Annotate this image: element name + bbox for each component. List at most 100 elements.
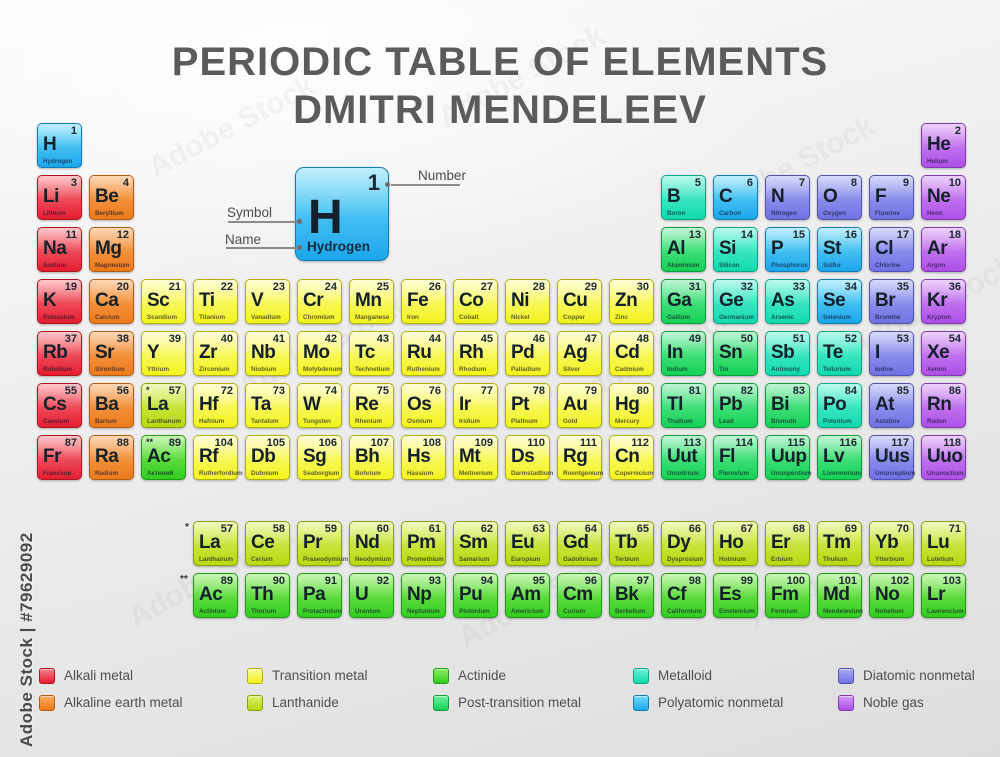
element-name: Cobalt [459, 314, 479, 321]
element-name: Plutonium [459, 608, 490, 615]
element-name: Lutetium [927, 556, 954, 563]
element-atomic-number: 16 [844, 229, 857, 241]
element-tile-pt-78: 78 Pt Platinum [505, 383, 550, 428]
element-tile-no-102-fblock: 102 No Nobelium [869, 573, 914, 618]
callout-line-name [226, 247, 299, 249]
element-name: Tin [719, 366, 729, 373]
element-symbol: H [43, 134, 57, 155]
element-name: Holmium [719, 556, 746, 563]
element-tile-n-7: 7 N Nitrogen [765, 175, 810, 220]
element-name: Rhenium [355, 418, 382, 425]
element-symbol: Rn [927, 394, 952, 415]
element-tile-pu-94-fblock: 94 Pu Plutonium [453, 573, 498, 618]
element-name: Chromium [303, 314, 335, 321]
legend-item-actinide: Actinide [433, 668, 506, 684]
element-atomic-number: 26 [428, 281, 441, 293]
element-name: Californium [667, 608, 702, 615]
element-atomic-number: 14 [740, 229, 753, 241]
element-symbol: Fe [407, 290, 429, 311]
element-tile-p-15: 15 P Phosphorus [765, 227, 810, 272]
element-name: Fluorine [875, 210, 900, 217]
element-symbol: Sm [459, 532, 488, 553]
element-tile-fl-114: 114 Fl Flerovium [713, 435, 758, 480]
element-symbol: Sc [147, 290, 170, 311]
element-symbol: Fl [719, 446, 735, 467]
element-tile-pa-91-fblock: 91 Pa Protactinium [297, 573, 342, 618]
element-tile-tb-65-fblock: 65 Tb Terbium [609, 521, 654, 566]
element-tile-md-101-fblock: 101 Md Mendelevium [817, 573, 863, 618]
element-name: Beryllium [95, 210, 124, 217]
element-tile-ho-67-fblock: 67 Ho Holmium [713, 521, 758, 566]
element-symbol: Na [43, 238, 67, 259]
element-tile-nd-60-fblock: 60 Nd Neodymium [349, 521, 394, 566]
element-atomic-number: 71 [948, 523, 961, 535]
element-name: Thulium [823, 556, 848, 563]
element-name: Osmium [407, 418, 433, 425]
element-name: Copernicium [615, 470, 654, 477]
element-symbol: Pr [303, 532, 323, 553]
element-tile-in-49: 49 In Indium [661, 331, 706, 376]
callout-line-symbol [228, 221, 299, 223]
legend-item-lanthanide: Lanthanide [247, 695, 339, 711]
element-tile-ds-110: 110 Ds Darmstadtium [505, 435, 553, 480]
element-name: Seaborgium [303, 470, 340, 477]
element-name: Vanadium [251, 314, 281, 321]
element-tile-ca-20: 20 Ca Calcium [89, 279, 134, 324]
element-tile-th-90-fblock: 90 Th Thorium [245, 573, 290, 618]
element-atomic-number: 92 [376, 575, 389, 587]
element-atomic-number: 28 [532, 281, 545, 293]
element-tile-sn-50: 50 Sn Tin [713, 331, 758, 376]
element-symbol: Ir [459, 394, 471, 415]
element-name: Lanthanum [199, 556, 233, 563]
element-name: Ruthenium [407, 366, 440, 373]
element-atomic-number: 24 [324, 281, 337, 293]
element-name: Cerium [251, 556, 273, 563]
element-symbol: Lv [823, 446, 845, 467]
legend-label-actinide: Actinide [458, 668, 507, 683]
callout-dot-number [385, 182, 390, 187]
element-name: Titanium [199, 314, 226, 321]
element-tile-ac-89: 89 Ac Актиний ** [141, 435, 186, 480]
element-name: Актиний [147, 470, 174, 477]
element-atomic-number: 82 [740, 385, 753, 397]
element-tile-w-74: 74 W Tungsten [297, 383, 342, 428]
legend-swatch-metalloid [633, 668, 649, 684]
element-symbol: K [43, 290, 57, 311]
element-atomic-number: 20 [116, 281, 129, 293]
legend-label-transition: Transition metal [272, 668, 368, 683]
element-symbol: Tm [823, 532, 851, 553]
element-atomic-number: 51 [792, 333, 805, 345]
element-atomic-number: 19 [64, 281, 77, 293]
element-symbol: O [823, 186, 838, 207]
element-symbol: Ag [563, 342, 588, 363]
element-name: Lawrencium [927, 608, 964, 615]
element-atomic-number: 39 [168, 333, 181, 345]
element-atomic-number: 78 [532, 385, 545, 397]
element-tile-xe-54: 54 Xe Xenon [921, 331, 966, 376]
element-name: Cadmium [615, 366, 644, 373]
element-symbol: Br [875, 290, 896, 311]
example-atomic-number: 1 [367, 170, 380, 195]
element-name: Helium [927, 158, 948, 165]
element-atomic-number: 10 [948, 177, 961, 189]
element-tile-cm-96-fblock: 96 Cm Curium [557, 573, 602, 618]
element-tile-f-9: 9 F Fluorine [869, 175, 914, 220]
element-symbol: Uuo [927, 446, 963, 467]
element-symbol: Ti [199, 290, 215, 311]
element-name: Neon [927, 210, 943, 217]
element-name: Manganese [355, 314, 390, 321]
element-tile-os-76: 76 Os Osmium [401, 383, 446, 428]
element-symbol: Kr [927, 290, 948, 311]
element-name: Boron [667, 210, 686, 217]
element-tile-be-4: 4 Be Beryllium [89, 175, 134, 220]
element-tile-lv-116: 116 Lv Livermorium [817, 435, 862, 480]
element-symbol: No [875, 584, 900, 605]
element-symbol: Co [459, 290, 484, 311]
element-atomic-number: 63 [532, 523, 545, 535]
element-atomic-number: 83 [792, 385, 805, 397]
element-name: Rhodium [459, 366, 487, 373]
element-tile-k-19: 19 K Potassium [37, 279, 82, 324]
element-name: Roentgenium [563, 470, 604, 477]
element-tile-al-13: 13 Al Aluminium [661, 227, 706, 272]
legend-item-metalloid: Metalloid [633, 668, 712, 684]
